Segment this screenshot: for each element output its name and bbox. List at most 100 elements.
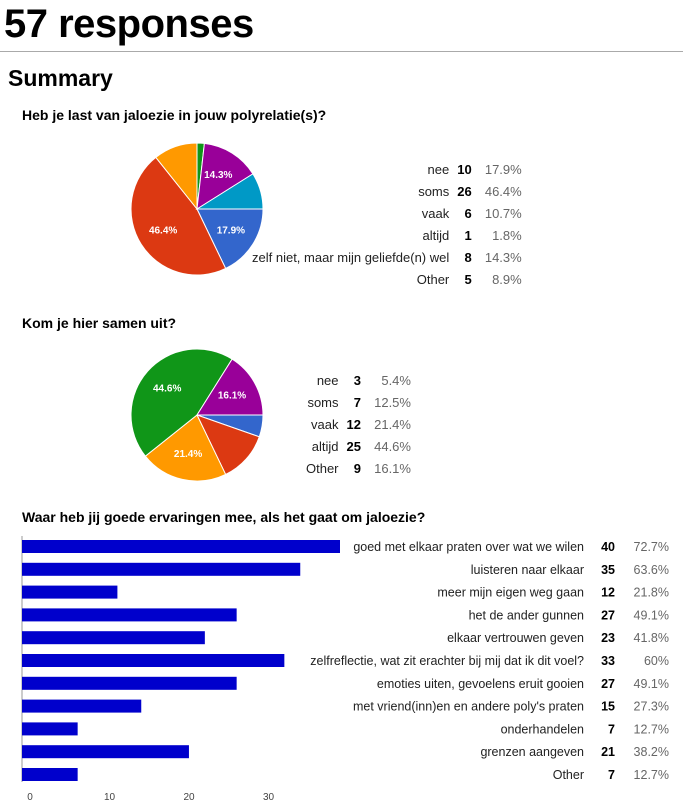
pie-slice-label: 14.3% [204,170,232,181]
legend-count: 7 [353,394,361,410]
bar-count-label: 23 [601,631,615,645]
bar-count-label: 7 [608,768,615,782]
bar [22,699,142,713]
legend-count: 5 [464,271,472,287]
pie-slice-label: 21.4% [174,449,202,460]
legend-label: altijd [311,438,339,454]
legend-count: 3 [353,372,361,388]
bar-percent-label: 72.7% [634,540,669,554]
bar [22,608,237,622]
legend-label: nee [316,372,339,388]
bar-count-label: 7 [608,722,615,736]
bar-percent-label: 21.8% [634,586,669,600]
pie-slice-label: 44.6% [153,383,181,394]
x-tick-label: 20 [183,792,195,803]
bar-category-label: luisteren naar elkaar [471,563,584,577]
bar-category-label: met vriend(inn)en en andere poly's prate… [353,700,584,714]
bar-count-label: 27 [601,608,615,622]
legend-percent: 10.7% [484,205,522,221]
legend-row: altijd 1 1.8% [252,224,522,246]
legend-row: nee 3 5.4% [306,369,411,391]
legend-percent: 46.4% [484,183,522,199]
legend-percent: 16.1% [374,460,411,476]
legend-count: 1 [464,227,472,243]
legend-row: soms 26 46.4% [252,180,522,202]
pie-slice-2 [144,414,227,482]
bar [22,562,301,576]
x-tick-label: 30 [263,792,275,803]
bar-count-label: 12 [601,586,615,600]
legend-count: 26 [457,183,472,199]
pie-slice-4 [196,358,264,416]
legend-label: zelf niet, maar mijn geliefde(n) wel [252,249,450,265]
legend-row: Other 9 16.1% [306,457,411,479]
bar [22,585,118,599]
legend-count: 9 [353,460,361,476]
question-3-title: Waar heb jij goede ervaringen mee, als h… [22,509,426,525]
pie-chart-resolve: 21.4% 44.6% 16.1% [130,348,264,482]
bar-category-label: Other [553,768,584,782]
legend-label: altijd [422,227,450,243]
bar [22,722,78,736]
bar-percent-label: 49.1% [634,608,669,622]
legend-jealousy: nee 10 17.9% soms 26 46.4% vaak 6 10.7% altijd 1 1.… [252,158,522,290]
bar-category-label: elkaar vertrouwen geven [447,631,584,645]
legend-row: nee 10 17.9% [252,158,522,180]
bar [22,540,340,553]
legend-label: Other [416,271,450,287]
legend-percent: 8.9% [492,271,522,287]
x-tick-label: 10 [104,792,116,803]
title-divider [0,51,683,52]
legend-label: nee [427,161,450,177]
pie-slice-label: 17.9% [217,225,245,236]
bar [22,745,189,759]
legend-percent: 21.4% [374,416,411,432]
legend-percent: 14.3% [484,249,522,265]
legend-row: altijd 25 44.6% [306,435,411,457]
bar-category-label: het de ander gunnen [469,608,584,622]
legend-percent: 5.4% [381,372,411,388]
pie-slice-1 [130,156,227,276]
legend-row: vaak 6 10.7% [252,202,522,224]
legend-resolve: nee 3 5.4% soms 7 12.5% vaak 12 21.4% altijd 25 44.… [306,369,411,479]
summary-heading: Summary [8,65,113,91]
bar-category-label: meer mijn eigen weg gaan [437,586,584,600]
legend-percent: 17.9% [484,161,522,177]
bar-category-label: goed met elkaar praten over wat we wilen [353,540,584,554]
bar-count-label: 35 [601,563,615,577]
legend-percent: 1.8% [492,227,522,243]
legend-percent: 44.6% [374,438,411,454]
bar [22,654,285,667]
legend-label: Other [306,460,339,476]
pie-slice-label: 16.1% [218,391,246,402]
bar-category-label: grenzen aangeven [480,745,584,759]
legend-row: Other 5 8.9% [252,268,522,290]
legend-count: 25 [346,438,361,454]
pie-slice-0 [196,208,264,270]
bar-category-label: onderhandelen [501,722,584,736]
legend-percent: 12.5% [374,394,411,410]
bar [22,631,205,645]
bar-category-label: emoties uiten, gevoelens eruit gooien [377,677,584,691]
legend-row: vaak 12 21.4% [306,413,411,435]
pie-slice-label: 46.4% [149,225,177,236]
legend-label: vaak [421,205,450,221]
pie-slice-4 [196,142,254,210]
bar-percent-label: 12.7% [634,722,669,736]
legend-row: zelf niet, maar mijn geliefde(n) wel 8 14.… [252,246,522,268]
question-1-title: Heb je last van jaloezie in jouw polyrel… [22,107,327,123]
bar-category-label: zelfreflectie, wat zit erachter bij mij … [310,654,584,668]
legend-row: soms 7 12.5% [306,391,411,413]
legend-count: 8 [464,249,472,265]
legend-label: soms [418,183,450,199]
legend-label: vaak [311,416,339,432]
bar-percent-label: 38.2% [634,745,669,759]
pie-slice-5 [195,173,264,210]
legend-count: 12 [346,416,361,432]
bar-percent-label: 41.8% [634,631,669,645]
legend-count: 10 [457,161,472,177]
bar-count-label: 15 [601,700,615,714]
legend-label: soms [307,394,339,410]
bar-percent-label: 49.1% [634,677,669,691]
